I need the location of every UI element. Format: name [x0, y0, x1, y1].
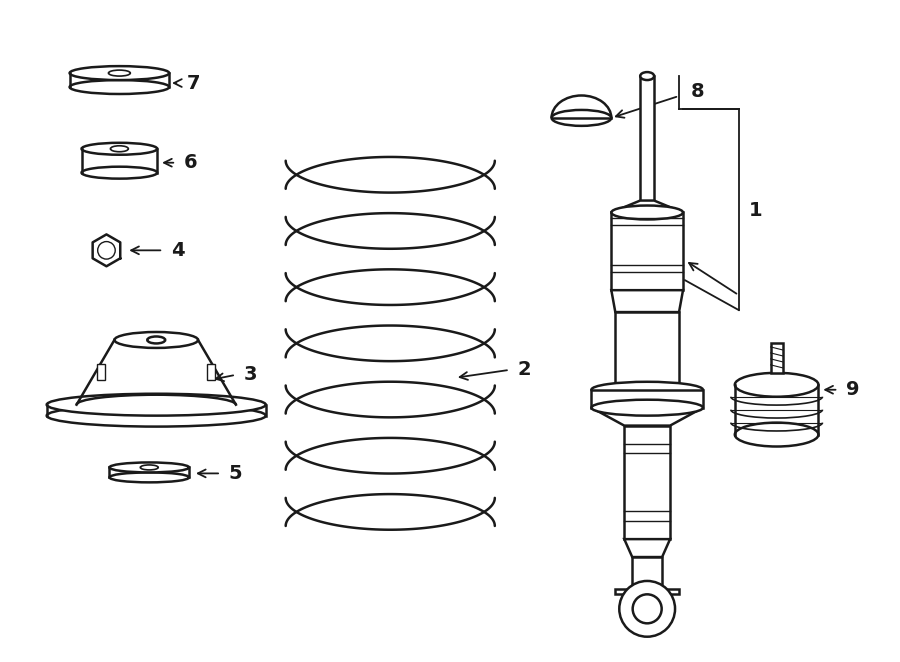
- Ellipse shape: [148, 336, 166, 344]
- Polygon shape: [611, 201, 683, 213]
- Text: 1: 1: [749, 201, 762, 220]
- Bar: [625, 426, 670, 539]
- Polygon shape: [611, 290, 683, 312]
- Text: 9: 9: [846, 380, 860, 399]
- Bar: [591, 390, 703, 408]
- Ellipse shape: [552, 110, 611, 126]
- Ellipse shape: [140, 465, 158, 470]
- Text: 3: 3: [244, 365, 257, 385]
- Circle shape: [633, 594, 662, 624]
- Polygon shape: [591, 408, 703, 426]
- Text: 2: 2: [518, 360, 531, 379]
- Circle shape: [619, 581, 675, 637]
- Bar: [632, 557, 662, 594]
- Ellipse shape: [47, 394, 266, 416]
- Ellipse shape: [82, 143, 158, 155]
- Polygon shape: [640, 76, 654, 201]
- Ellipse shape: [111, 146, 129, 152]
- Bar: [611, 213, 683, 290]
- Ellipse shape: [734, 373, 818, 397]
- Ellipse shape: [69, 66, 169, 80]
- Text: 5: 5: [229, 464, 243, 483]
- Bar: [770, 343, 783, 373]
- Text: 7: 7: [187, 73, 201, 93]
- Ellipse shape: [591, 400, 703, 416]
- Ellipse shape: [108, 70, 130, 76]
- Ellipse shape: [640, 72, 654, 80]
- Circle shape: [98, 242, 115, 259]
- Polygon shape: [625, 539, 670, 557]
- Ellipse shape: [114, 332, 198, 348]
- Text: 4: 4: [171, 241, 184, 260]
- Bar: [97, 364, 105, 380]
- Ellipse shape: [591, 382, 703, 398]
- Bar: [616, 589, 679, 594]
- Ellipse shape: [611, 205, 683, 220]
- Ellipse shape: [69, 80, 169, 94]
- Ellipse shape: [110, 463, 189, 473]
- Ellipse shape: [82, 167, 158, 179]
- Bar: [616, 312, 679, 390]
- Text: 8: 8: [691, 81, 705, 101]
- Bar: [207, 364, 215, 380]
- Polygon shape: [93, 234, 121, 266]
- Ellipse shape: [734, 422, 818, 446]
- Ellipse shape: [47, 404, 266, 426]
- Text: 6: 6: [184, 153, 198, 172]
- Ellipse shape: [110, 473, 189, 483]
